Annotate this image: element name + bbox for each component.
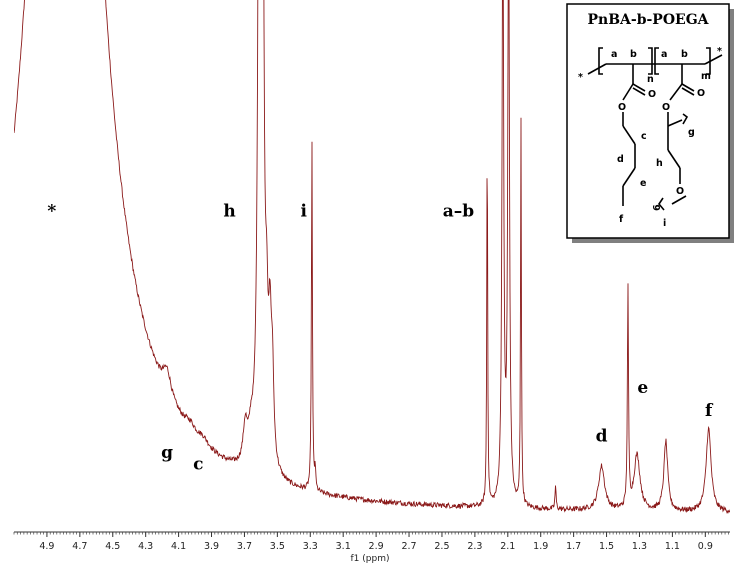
x-tick-label: 4.7 [72,541,87,552]
structure-bonds [587,47,723,211]
x-tick-label: 0.9 [698,541,713,552]
x-tick-label: 3.3 [303,541,318,552]
label-d: d [617,154,624,165]
peak-label: e [637,378,648,398]
label-o-ether: O [676,186,684,197]
x-tick-label: 1.3 [632,541,647,552]
structure-labels: * a b n a b m * O O c d e f O O g h O 6 … [578,46,722,229]
label-a2: a [661,49,667,60]
peak-labels: * h i a–b gc d e f [47,201,714,474]
label-m: m [701,71,711,82]
label-o-ester-1: O [618,102,626,113]
peak-label: a–b [443,201,475,221]
x-tick-label: 1.7 [566,541,581,552]
x-tick-label: 3.9 [204,541,219,552]
x-tick-label: 3.5 [270,541,285,552]
x-tick-label: 4.5 [105,541,120,552]
x-tick-label: 4.1 [171,541,186,552]
x-tick-label: 2.3 [467,541,482,552]
x-tick-label: 1.1 [665,541,680,552]
label-c: c [641,131,647,142]
peak-label: c [193,454,203,474]
label-i: i [663,218,666,229]
label-star-right: * [717,46,722,57]
x-tick-label: 1.9 [533,541,548,552]
label-o-carbonyl-2: O [697,88,705,99]
label-e: e [640,178,646,189]
x-tick-label: 2.5 [434,541,449,552]
label-f: f [619,214,624,225]
inset-frame [566,3,730,239]
peak-label: * [47,201,56,221]
label-b2: b [681,49,688,60]
structure-inset: PnBA-b-POEGA [566,3,734,243]
inset-title: PnBA-b-POEGA [587,12,709,28]
label-o-ester-2: O [662,102,670,113]
x-tick-label: 1.5 [599,541,614,552]
label-star-left: * [578,72,583,83]
x-tick-label: 4.9 [39,541,54,552]
label-g: g [688,127,695,138]
label-six: 6 [652,204,663,211]
spectrum-trace [14,0,730,514]
x-axis-label: f1 (ppm) [351,554,390,564]
x-tick-label: 2.7 [401,541,416,552]
x-axis-ticks: 4.9 4.7 4.5 4.3 4.1 3.9 3.7 3.5 3.3 3.1 2.9 2.7 2.5 2… [13,532,729,552]
x-tick-label: 4.3 [138,541,153,552]
x-tick-label: 2.1 [500,541,515,552]
x-tick-label: 3.1 [336,541,351,552]
label-a1: a [611,49,617,60]
x-tick-label: 2.9 [369,541,384,552]
label-n: n [647,74,654,85]
peak-label: i [300,201,307,221]
x-tick-label: 3.7 [237,541,252,552]
peak-label: f [705,401,714,421]
peak-label: h [223,201,235,221]
peak-label: g [161,443,173,463]
label-o-carbonyl-1: O [648,89,656,100]
label-h: h [656,158,663,169]
label-b1: b [630,49,637,60]
peak-label: d [596,427,608,447]
